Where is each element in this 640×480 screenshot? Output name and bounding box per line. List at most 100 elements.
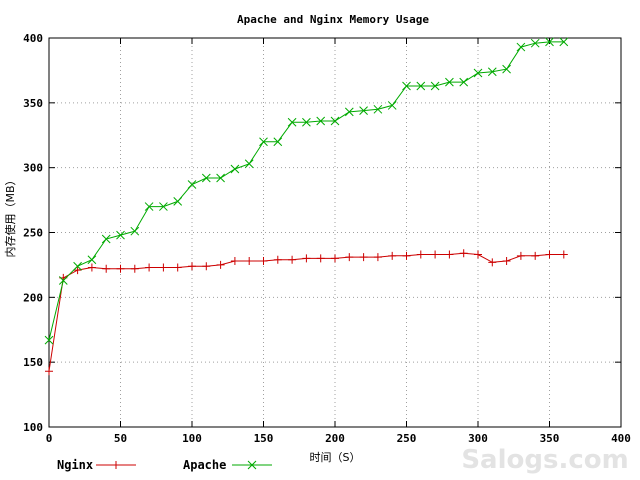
data-point-marker xyxy=(288,255,297,264)
data-point-marker xyxy=(230,257,239,266)
data-point-marker xyxy=(259,137,268,147)
data-point-marker xyxy=(344,107,354,117)
data-point-marker xyxy=(87,255,97,265)
data-point-marker xyxy=(145,263,154,272)
axis-ticks: 0 50 100 150 200 250 300 350 400 100 150 200 250 300 3… xyxy=(23,32,631,445)
data-point-marker xyxy=(87,263,96,272)
data-point-marker xyxy=(130,226,140,236)
data-point-marker xyxy=(316,116,326,126)
data-point-marker xyxy=(445,77,454,87)
data-point-marker xyxy=(247,460,257,470)
x-tick-label: 400 xyxy=(611,432,631,445)
data-point-marker xyxy=(116,230,125,240)
data-point-marker xyxy=(559,37,569,47)
series-group xyxy=(44,37,569,376)
legend-label: Nginx xyxy=(57,458,93,472)
data-point-marker xyxy=(159,202,168,211)
series-nginx xyxy=(45,249,568,376)
y-tick-label: 300 xyxy=(23,162,43,175)
data-point-marker xyxy=(345,253,354,262)
data-point-marker xyxy=(245,257,254,266)
x-tick-label: 150 xyxy=(254,432,274,445)
data-point-marker xyxy=(516,251,525,260)
data-point-marker xyxy=(58,276,68,285)
data-point-marker xyxy=(130,264,139,273)
data-point-marker xyxy=(387,101,397,110)
data-point-marker xyxy=(531,251,540,260)
data-point-marker xyxy=(116,264,125,273)
data-point-marker xyxy=(44,335,54,345)
x-tick-label: 250 xyxy=(397,432,417,445)
x-axis-label: 时间（S） xyxy=(310,451,361,464)
y-tick-label: 150 xyxy=(23,356,43,369)
data-point-marker xyxy=(45,367,53,376)
data-point-marker xyxy=(188,262,196,271)
x-tick-label: 350 xyxy=(540,432,560,445)
data-point-marker xyxy=(144,202,154,211)
data-point-marker xyxy=(101,234,111,244)
data-point-marker xyxy=(459,77,469,87)
data-point-marker xyxy=(474,250,482,259)
data-point-marker xyxy=(416,250,425,259)
data-point-marker xyxy=(273,255,282,264)
data-point-marker xyxy=(373,253,382,262)
legend-item-apache: Apache xyxy=(183,458,272,472)
data-point-marker xyxy=(402,251,411,260)
legend-item-nginx: Nginx xyxy=(57,458,136,472)
y-tick-label: 200 xyxy=(23,291,43,304)
y-axis-label: 内存使用（MB） xyxy=(3,174,17,257)
y-tick-label: 350 xyxy=(23,97,43,110)
data-point-marker xyxy=(316,254,325,263)
data-point-marker xyxy=(173,197,183,206)
chart-title: Apache and Nginx Memory Usage xyxy=(237,13,429,26)
data-point-marker xyxy=(230,164,240,174)
data-point-marker xyxy=(273,137,283,147)
data-point-marker xyxy=(159,263,168,272)
data-point-marker xyxy=(388,251,397,260)
data-point-marker xyxy=(202,262,211,271)
y-tick-label: 100 xyxy=(23,421,43,434)
y-tick-label: 400 xyxy=(23,32,43,45)
data-point-marker xyxy=(359,253,368,262)
watermark: Salogs.com xyxy=(461,445,628,475)
series-line xyxy=(48,252,564,372)
data-point-marker xyxy=(73,261,82,271)
data-point-marker xyxy=(545,250,554,259)
data-point-marker xyxy=(359,106,368,115)
data-point-marker xyxy=(173,263,182,272)
data-point-marker xyxy=(373,104,383,114)
data-point-marker xyxy=(459,249,468,258)
data-point-marker xyxy=(516,42,526,52)
data-point-marker xyxy=(201,173,211,183)
plot-frame xyxy=(48,37,622,428)
data-point-marker xyxy=(530,38,540,48)
x-tick-label: 100 xyxy=(182,432,202,445)
data-point-marker xyxy=(102,264,111,273)
x-tick-label: 200 xyxy=(325,432,345,445)
data-point-marker xyxy=(331,254,339,263)
data-point-marker xyxy=(502,64,511,74)
data-point-marker xyxy=(287,117,297,127)
legend-label: Apache xyxy=(183,458,226,472)
data-point-marker xyxy=(216,173,225,183)
data-point-marker xyxy=(216,260,225,269)
data-point-marker xyxy=(302,117,311,127)
x-tick-label: 300 xyxy=(468,432,488,445)
data-point-marker xyxy=(402,81,411,91)
data-point-marker xyxy=(187,180,197,189)
data-point-marker xyxy=(430,81,440,91)
data-point-marker xyxy=(473,68,483,78)
data-point-marker xyxy=(502,257,511,266)
data-point-marker xyxy=(73,266,82,275)
data-point-marker xyxy=(416,81,426,91)
y-tick-label: 250 xyxy=(23,227,43,240)
data-point-marker xyxy=(302,254,311,263)
series-line xyxy=(48,41,564,341)
legend: Nginx Apache xyxy=(57,458,272,472)
data-point-marker xyxy=(445,250,454,259)
x-tick-label: 50 xyxy=(114,432,127,445)
data-point-marker xyxy=(545,37,554,47)
data-point-marker xyxy=(259,257,268,266)
data-point-marker xyxy=(431,250,440,259)
